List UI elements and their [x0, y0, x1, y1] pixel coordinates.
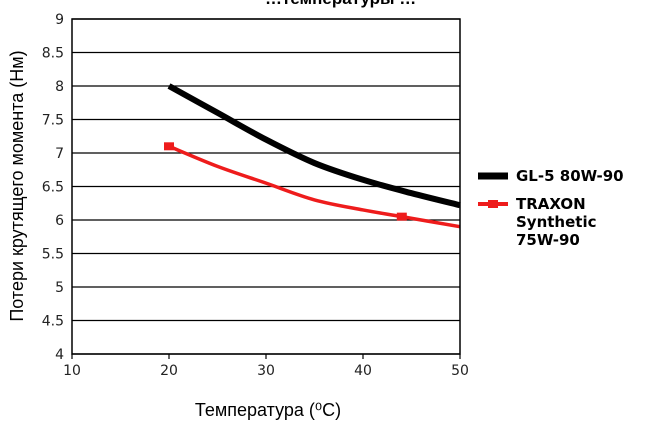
y-axis-ticks: 4 4.5 5 5.5 6 6.5 7 7.5 8 8.5 9	[42, 12, 64, 363]
y-tick-label: 4	[55, 347, 64, 363]
y-tick-label: 4.5	[42, 314, 64, 330]
y-tick-label: 6	[55, 213, 64, 229]
series-line-1	[167, 83, 461, 209]
y-tick-label: 8.5	[42, 46, 64, 62]
x-axis-title: Температура (⁰C)	[195, 400, 341, 420]
plot-frame	[71, 18, 461, 355]
x-tick-label: 10	[63, 363, 81, 379]
x-axis-ticks: 10 20 30 40 50	[63, 354, 469, 379]
x-tick-label: 40	[354, 363, 372, 379]
gridlines	[72, 18, 460, 355]
y-tick-label: 7	[55, 146, 64, 162]
series-marker	[164, 142, 174, 151]
y-tick-label: 7.5	[42, 113, 64, 129]
legend-label: Synthetic	[516, 213, 597, 231]
y-tick-label: 6.5	[42, 180, 64, 196]
y-tick-label: 8	[55, 79, 64, 95]
series-marker	[396, 212, 407, 221]
x-tick-label: 30	[257, 363, 275, 379]
y-axis-title: Потери крутящего момента (Нм)	[7, 50, 27, 321]
chart-title: …температуры …	[265, 0, 416, 8]
legend-label: GL-5 80W-90	[516, 167, 624, 185]
legend-marker	[488, 200, 498, 208]
x-tick-label: 50	[451, 363, 469, 379]
y-tick-label: 5.5	[42, 247, 64, 263]
y-tick-label: 9	[55, 12, 64, 28]
legend-label: 75W-90	[516, 231, 580, 249]
legend-label: TRAXON	[516, 195, 586, 213]
x-tick-label: 20	[160, 363, 178, 379]
series-lines	[164, 83, 461, 229]
y-tick-label: 5	[55, 280, 64, 296]
